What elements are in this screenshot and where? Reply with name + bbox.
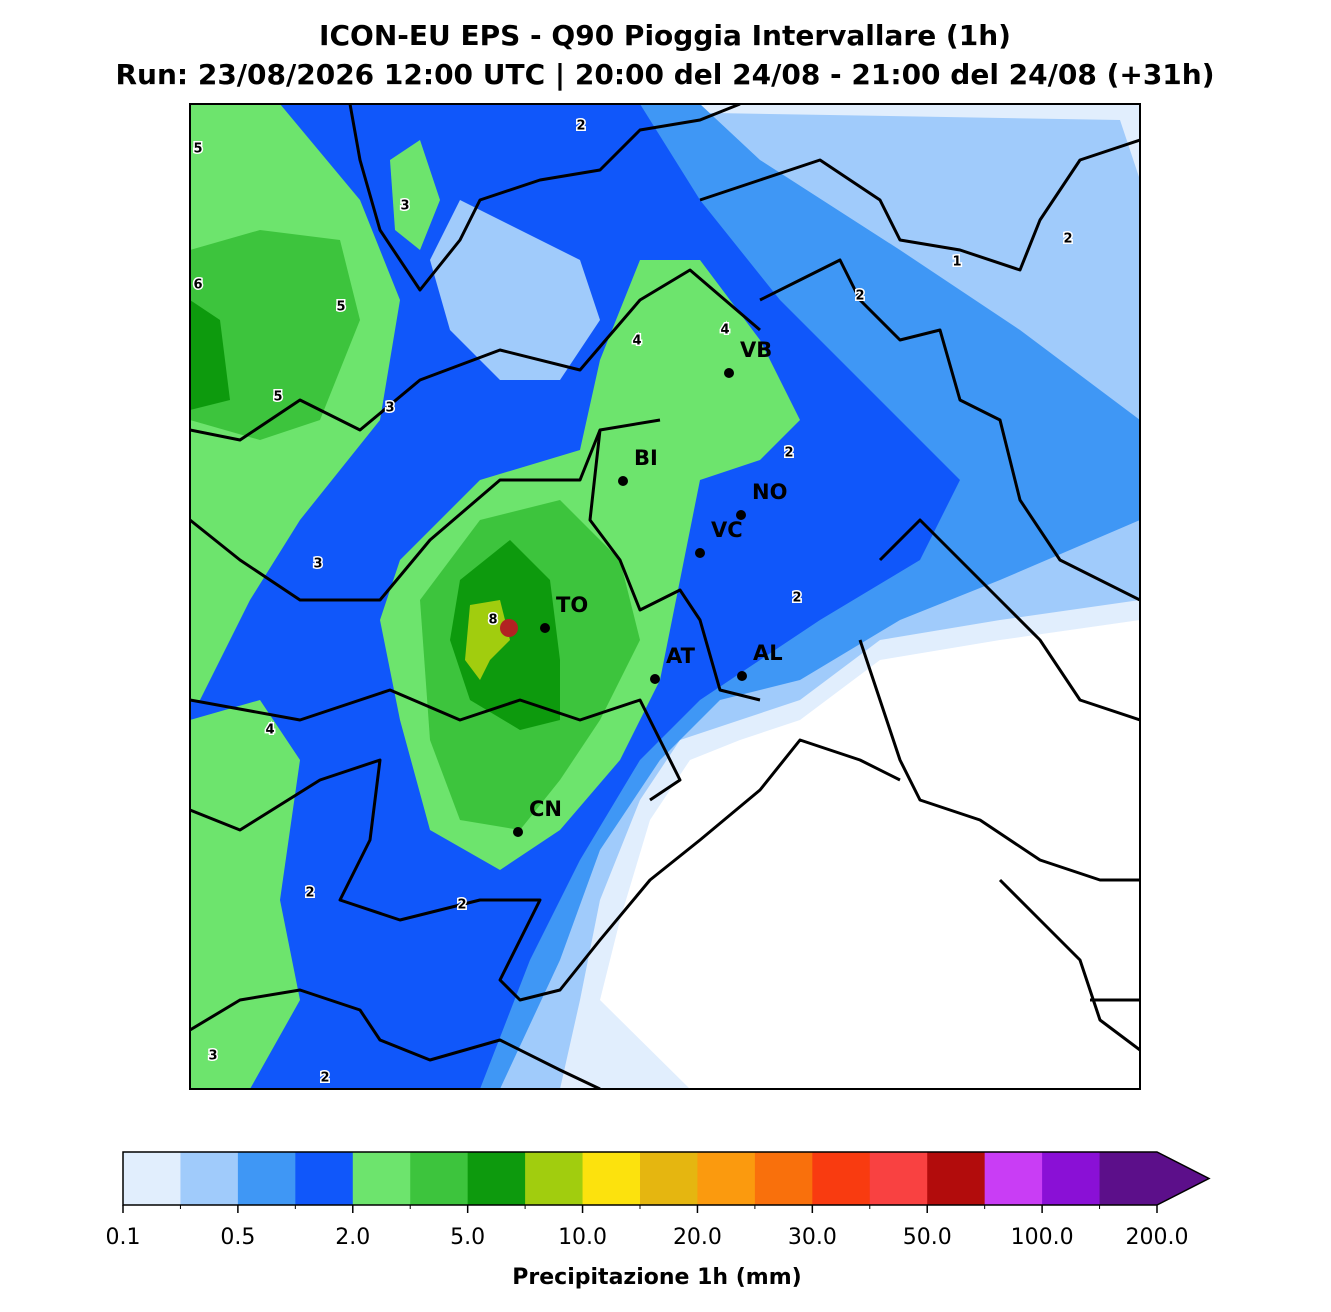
colorbar-patch — [927, 1152, 986, 1205]
contour-label: 4 — [720, 323, 729, 338]
city-label: AT — [666, 644, 696, 668]
title: ICON-EU EPS - Q90 Pioggia Intervallare (… — [319, 19, 1011, 52]
contour-label: 3 — [208, 1049, 217, 1064]
colorbar-patch — [410, 1152, 469, 1205]
contour-label: 5 — [336, 300, 345, 315]
contour-label: 5 — [193, 142, 202, 157]
colorbar-label: Precipitazione 1h (mm) — [512, 1265, 801, 1290]
city-dot — [724, 368, 734, 378]
contour-label: 2 — [792, 591, 801, 606]
city-dot — [695, 548, 705, 558]
contour-label: 2 — [1063, 232, 1072, 247]
station-marker — [500, 619, 518, 637]
city-label: BI — [634, 446, 658, 470]
contour-label: 8 — [488, 613, 497, 628]
subtitle: Run: 23/08/2026 12:00 UTC | 20:00 del 24… — [115, 58, 1214, 91]
colorbar-patch — [352, 1152, 411, 1205]
contour-label: 2 — [855, 289, 864, 304]
colorbar-patch — [525, 1152, 584, 1205]
city-dot — [540, 623, 550, 633]
colorbar-tick-label: 10.0 — [558, 1225, 607, 1250]
colorbar-patch — [754, 1152, 813, 1205]
contour-label: 4 — [632, 334, 641, 349]
colorbar-patch — [467, 1152, 526, 1205]
colorbar-tick-label: 0.1 — [106, 1225, 141, 1250]
colorbar-patch — [582, 1152, 641, 1205]
city-label: NO — [752, 480, 787, 504]
contour-label: 2 — [305, 886, 314, 901]
contour-label: 2 — [320, 1071, 329, 1086]
contour-label: 2 — [784, 446, 793, 461]
colorbar-tick-label: 20.0 — [673, 1225, 722, 1250]
colorbar-patch — [640, 1152, 698, 1205]
colorbar-tick-label: 30.0 — [788, 1225, 837, 1250]
city-label: VC — [711, 518, 743, 542]
city-label: CN — [529, 797, 562, 821]
colorbar-tick-label: 5.0 — [450, 1225, 485, 1250]
colorbar-patch — [180, 1152, 239, 1205]
map-area — [190, 104, 1140, 1089]
colorbar-patch — [869, 1152, 928, 1205]
colorbar-patch — [123, 1152, 181, 1205]
contour-label: 4 — [265, 723, 274, 738]
colorbar-patch — [295, 1152, 354, 1205]
colorbar-patch — [697, 1152, 756, 1205]
city-dot — [650, 674, 660, 684]
city-dot — [618, 476, 628, 486]
city-label: VB — [740, 338, 772, 362]
city-label: AL — [753, 641, 783, 665]
contour-label: 1 — [952, 255, 961, 270]
city-label: TO — [556, 593, 588, 617]
contour-label: 3 — [385, 401, 394, 416]
colorbar-tick-label: 200.0 — [1126, 1225, 1189, 1250]
contour-label: 5 — [273, 390, 282, 405]
city-dot — [737, 671, 747, 681]
contour-label: 3 — [313, 557, 322, 572]
colorbar-extend — [1157, 1152, 1209, 1205]
colorbar-tick-label: 2.0 — [335, 1225, 370, 1250]
city-dot — [513, 827, 523, 837]
contour-label: 2 — [576, 119, 585, 134]
colorbar-patch — [812, 1152, 871, 1205]
map-frame — [189, 103, 1141, 1090]
city-dot — [736, 510, 746, 520]
contour-label: 3 — [400, 199, 409, 214]
contour-label: 2 — [457, 898, 466, 913]
colorbar-patch — [984, 1152, 1043, 1205]
colorbar-tick-label: 50.0 — [903, 1225, 952, 1250]
contour-label: 6 — [193, 278, 202, 293]
colorbar-tick-label: 0.5 — [220, 1225, 255, 1250]
colorbar-patch — [1042, 1152, 1101, 1205]
colorbar-tick-label: 100.0 — [1011, 1225, 1074, 1250]
colorbar-patch — [1099, 1152, 1158, 1205]
colorbar-patch — [237, 1152, 296, 1205]
colorbar-outline — [122, 1151, 1211, 1206]
